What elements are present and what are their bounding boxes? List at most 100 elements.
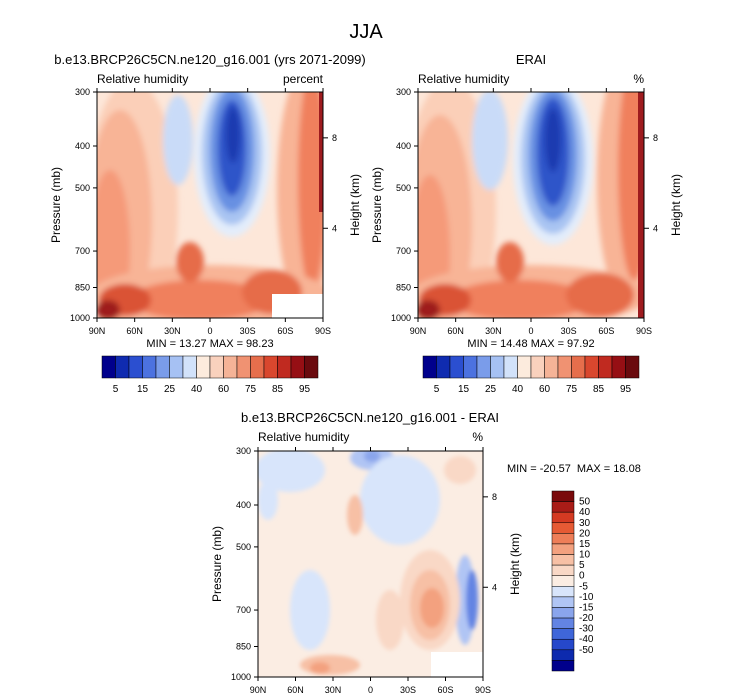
y2-tick-label: 4: [332, 223, 337, 233]
panel-subtitle-right: %: [633, 72, 644, 86]
colorbar-bin: [250, 355, 265, 379]
y-tick-label: 700: [236, 605, 251, 615]
colorbar-bin: [551, 575, 575, 587]
colorbar-bin: [551, 490, 575, 502]
colorbar-tick-label: 15: [579, 539, 591, 550]
x-tick-label: 30S: [400, 685, 416, 695]
x-tick-label: 30N: [485, 326, 502, 336]
colorbar-tick-label: 60: [218, 384, 230, 395]
panel-subtitle-right: %: [472, 430, 483, 444]
y-tick-label: 1000: [231, 672, 251, 682]
colorbar-tick-label: 5: [434, 384, 440, 395]
colorbar-bin: [277, 355, 292, 379]
x-tick-label: 60S: [277, 326, 293, 336]
colorbar-tick-label: 20: [579, 528, 591, 539]
colorbar-bin: [169, 355, 184, 379]
panel-title: b.e13.BRCP26C5CN.ne120_g16.001 (yrs 2071…: [54, 52, 365, 67]
colorbar-tick-label: 85: [593, 384, 605, 395]
max-value: 18.08: [613, 463, 641, 475]
y2-tick-label: 4: [492, 582, 497, 592]
min-value: -20.57: [540, 463, 571, 475]
colorbar-tick-label: 95: [299, 384, 311, 395]
min-label: MIN =: [507, 463, 540, 475]
colorbar-tick-label: 40: [579, 507, 591, 518]
colorbar-bin: [263, 355, 278, 379]
colorbar-tick-label: 15: [137, 384, 149, 395]
y-tick-label: 700: [75, 246, 90, 256]
colorbar-tick-label: 15: [458, 384, 470, 395]
y-tick-label: 300: [396, 87, 411, 97]
colorbar-bin: [182, 355, 197, 379]
x-tick-label: 60N: [126, 326, 143, 336]
colorbar-bin: [142, 355, 157, 379]
y2-axis-label: Height (km): [348, 174, 362, 236]
colorbar-tick-label: 5: [113, 384, 119, 395]
colorbar-bin: [503, 355, 518, 379]
panel-title: ERAI: [516, 52, 546, 67]
y2-axis-label: Height (km): [669, 174, 683, 236]
x-tick-label: 60S: [598, 326, 614, 336]
x-tick-label: 0: [207, 326, 212, 336]
colorbar-bin: [551, 638, 575, 651]
colorbar-tick-label: 85: [272, 384, 284, 395]
colorbar-bin: [571, 355, 586, 379]
y-tick-label: 300: [236, 446, 251, 456]
panel-subtitle-left: Relative humidity: [418, 72, 509, 86]
colorbar-bin: [517, 355, 532, 379]
colorbar-tick-label: 40: [512, 384, 524, 395]
colorbar-bin: [551, 607, 575, 619]
x-tick-label: 0: [368, 685, 373, 695]
y-tick-label: 700: [396, 246, 411, 256]
colorbar-tick-label: 25: [485, 384, 497, 395]
y2-tick-label: 8: [653, 133, 658, 143]
y-tick-label: 400: [75, 141, 90, 151]
min-max-label: MIN = 14.48 MAX = 97.92: [467, 338, 594, 350]
colorbar-bin: [530, 355, 545, 379]
colorbar: 5 15 25 40 60 75 85 95: [422, 355, 640, 395]
colorbar-tick-label: 50: [579, 497, 591, 508]
y-tick-label: 400: [396, 141, 411, 151]
x-tick-label: 90S: [475, 685, 491, 695]
colorbar-tick-label: -15: [579, 602, 594, 613]
colorbar-bin: [223, 355, 238, 379]
x-tick-label: 60S: [437, 685, 453, 695]
colorbar-tick-label: 30: [579, 518, 591, 529]
x-tick-label: 30N: [164, 326, 181, 336]
y2-axis-label: Height (km): [508, 533, 522, 595]
colorbar-tick-label: 10: [579, 550, 591, 561]
colorbar-tick-label: -40: [579, 634, 594, 645]
x-tick-label: 90S: [315, 326, 331, 336]
x-tick-label: 60N: [447, 326, 464, 336]
colorbar-bin: [551, 564, 575, 576]
colorbar-bin: [551, 628, 575, 640]
colorbar-bin: [551, 554, 575, 566]
x-tick-label: 30S: [561, 326, 577, 336]
y-tick-label: 850: [396, 282, 411, 292]
colorbar-bin: [236, 355, 251, 379]
panel-subtitle-right: percent: [283, 72, 324, 86]
y-tick-label: 850: [236, 641, 251, 651]
colorbar-bin: [551, 617, 575, 629]
y-tick-label: 400: [236, 500, 251, 510]
y-tick-label: 1000: [70, 313, 90, 323]
heatmap-field: [258, 451, 483, 677]
colorbar-bin: [304, 355, 319, 379]
min-max-label: MIN = -20.57 MAX = 18.08: [507, 463, 641, 475]
colorbar-bin: [196, 355, 211, 379]
figure-title: JJA: [349, 21, 383, 43]
x-tick-label: 90N: [89, 326, 106, 336]
colorbar-tick-label: 5: [579, 560, 585, 571]
colorbar-tick-label: 75: [566, 384, 578, 395]
panel-subtitle-left: Relative humidity: [258, 430, 349, 444]
x-tick-label: 90N: [250, 685, 267, 695]
panel-subtitle-left: Relative humidity: [97, 72, 188, 86]
colorbar-bin: [551, 586, 575, 598]
colorbar-bin: [551, 522, 575, 534]
colorbar-tick-label: 75: [245, 384, 257, 395]
colorbar-bin: [101, 355, 116, 379]
heatmap-field: [97, 92, 323, 318]
colorbar-bin: [476, 355, 491, 379]
x-tick-label: 60N: [287, 685, 304, 695]
colorbar-bin: [551, 543, 575, 555]
